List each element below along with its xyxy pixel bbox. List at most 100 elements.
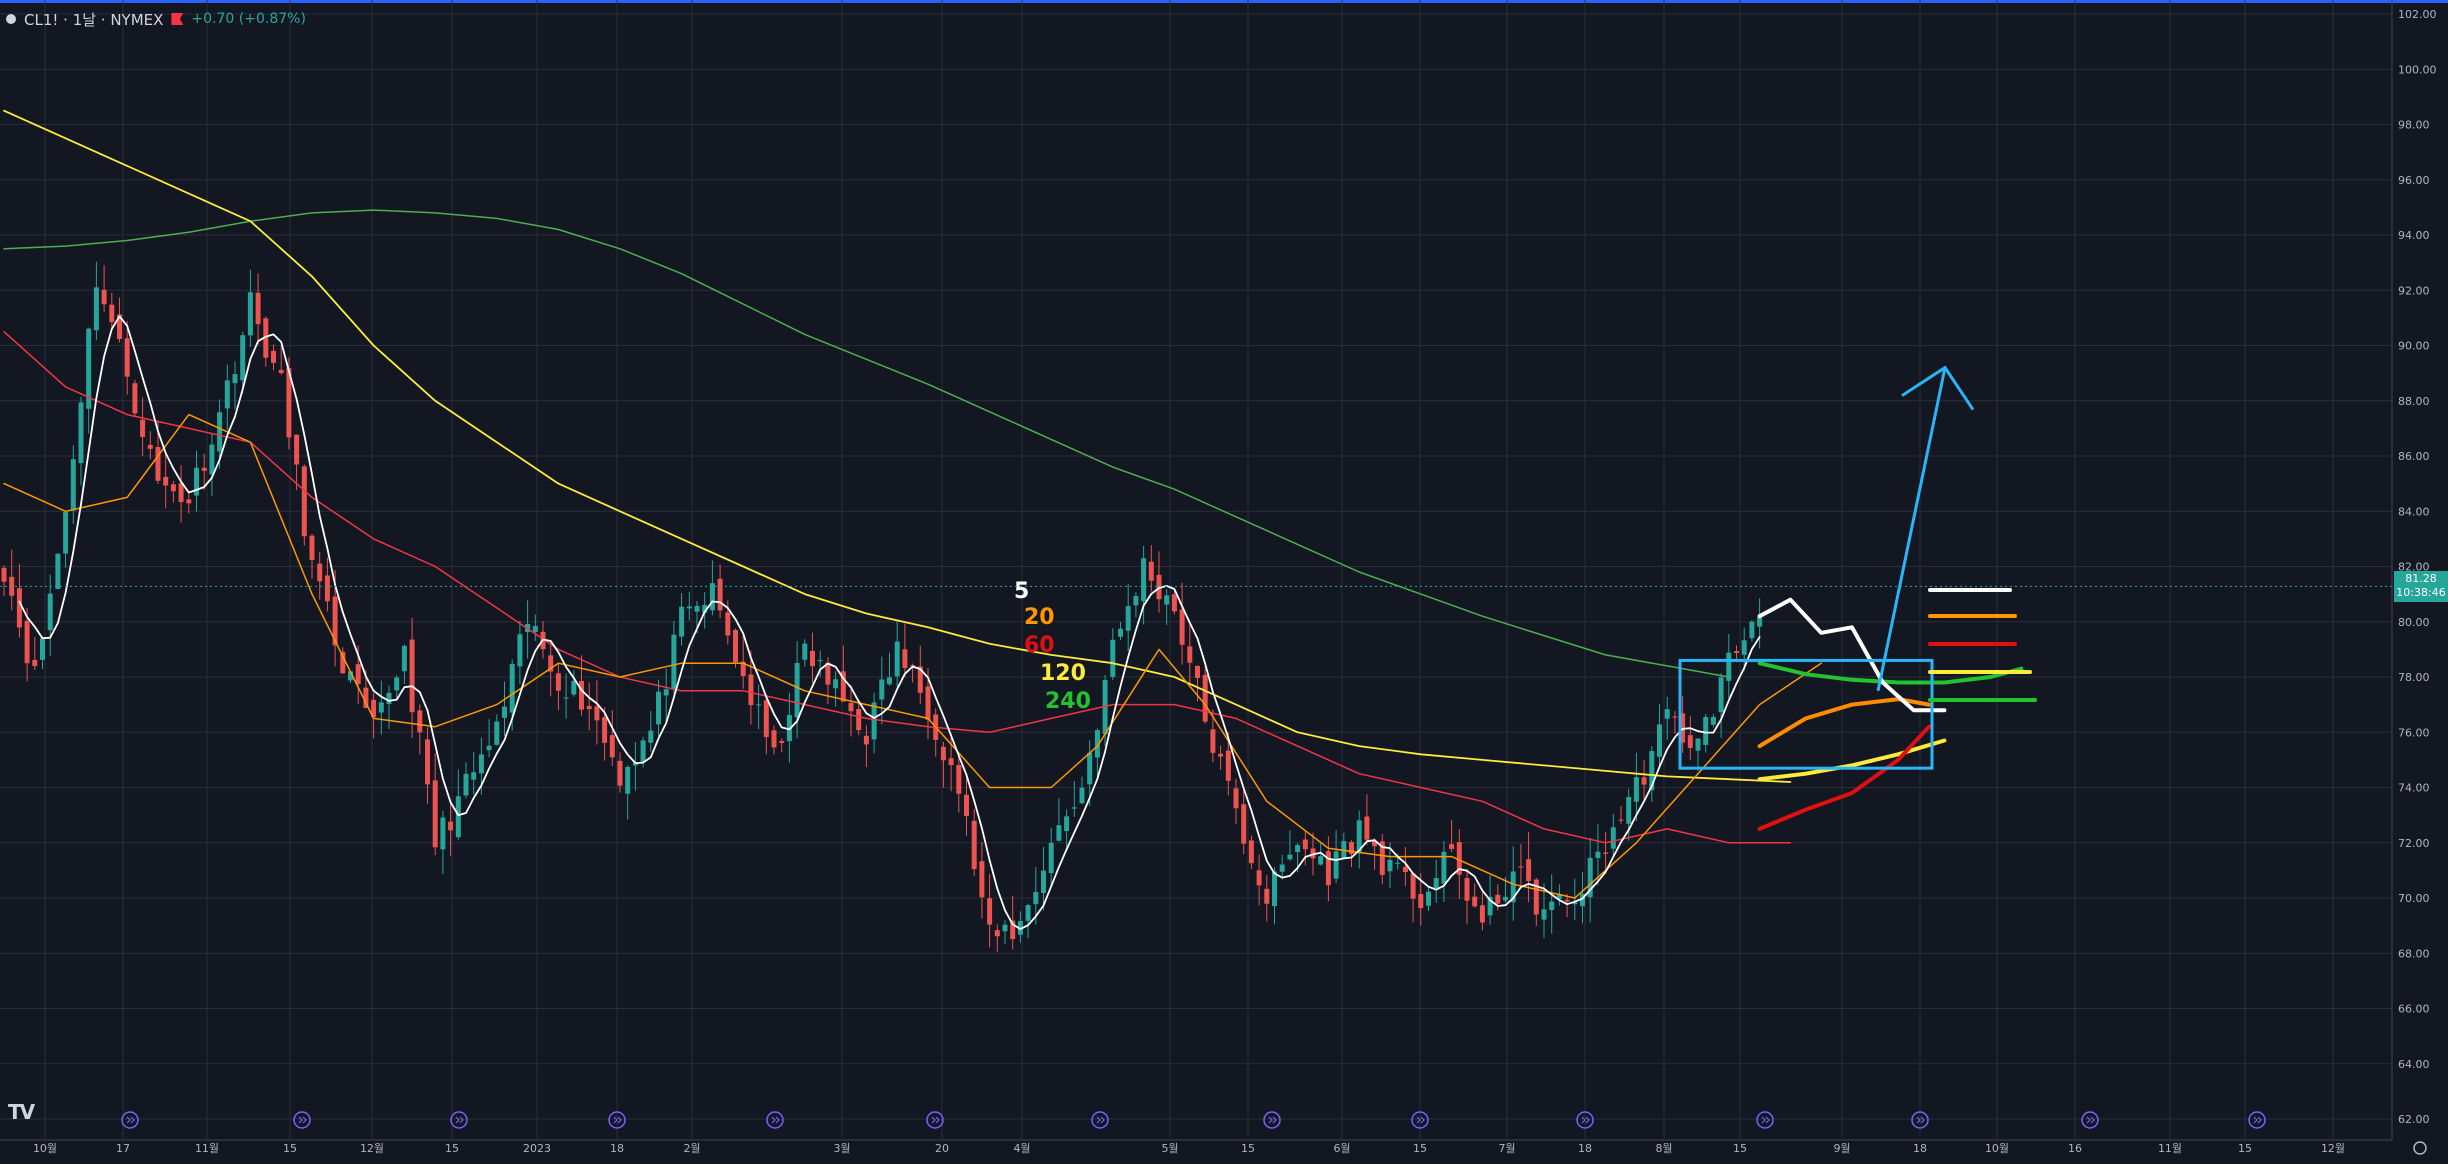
candle-body <box>1256 870 1262 886</box>
candle-body <box>271 350 276 363</box>
candle-body <box>1349 841 1354 854</box>
candle-body <box>1533 879 1539 915</box>
candle-body <box>1449 844 1455 849</box>
event-marker-chevron-icon <box>1416 1116 1425 1124</box>
x-tick-label: 16 <box>2068 1142 2082 1155</box>
event-marker-icon[interactable] <box>2081 1111 2099 1129</box>
candle-body <box>340 651 346 674</box>
candle-body <box>140 419 146 437</box>
candle-body <box>1626 796 1632 824</box>
candle-body <box>1487 896 1493 916</box>
y-tick-label: 84.00 <box>2398 505 2430 518</box>
candle-body <box>1587 857 1593 898</box>
event-marker-icon[interactable] <box>293 1111 311 1129</box>
event-marker-icon[interactable] <box>1756 1111 1774 1129</box>
current-price-tag: 81.28 10:38:46 <box>2394 571 2448 603</box>
candle-body <box>1556 894 1562 899</box>
symbol-label[interactable]: CL1! · 1날 · NYMEX <box>24 10 164 29</box>
event-marker-icon[interactable] <box>1576 1111 1594 1129</box>
up-arrow-shaft[interactable] <box>1876 367 1947 692</box>
candle-body <box>16 588 22 628</box>
candle-body <box>309 535 315 560</box>
x-tick-label: 10월 <box>33 1142 57 1155</box>
y-tick-label: 100.00 <box>2398 63 2437 76</box>
x-tick-label: 11월 <box>2158 1142 2182 1155</box>
candle-body <box>1479 905 1485 923</box>
x-tick-label: 15 <box>2238 1142 2252 1155</box>
event-marker-icon[interactable] <box>1911 1111 1929 1129</box>
candle-body <box>170 484 176 492</box>
candle-body <box>1133 595 1139 606</box>
event-marker-chevron-icon <box>2086 1116 2095 1124</box>
candle-body <box>178 483 184 503</box>
event-marker-icon[interactable] <box>121 1111 139 1129</box>
annotation-box[interactable] <box>1678 658 1934 770</box>
y-tick-label: 82.00 <box>2398 561 2430 574</box>
event-marker-icon[interactable] <box>766 1111 784 1129</box>
candle-body <box>132 383 138 414</box>
flag-icon[interactable] <box>171 13 184 25</box>
candle-body <box>1079 787 1085 804</box>
candle-body <box>1695 738 1701 751</box>
event-marker-icon[interactable] <box>2248 1111 2266 1129</box>
x-tick-label: 18 <box>610 1142 624 1155</box>
candle-body <box>1649 751 1655 791</box>
event-marker-icon[interactable] <box>450 1111 468 1129</box>
candle-body <box>555 673 561 691</box>
candle-body <box>1664 709 1670 719</box>
candle-body <box>240 335 246 381</box>
y-tick-label: 72.00 <box>2398 837 2430 850</box>
candle-body <box>201 467 207 471</box>
candle-body <box>1749 621 1755 639</box>
symbol-header[interactable]: CL1! · 1날 · NYMEX +0.70 (+0.87%) <box>6 4 306 34</box>
candle-body <box>278 369 284 373</box>
ma20-projection <box>1757 697 1931 749</box>
candle-body <box>679 606 685 637</box>
up-arrow-head[interactable] <box>1901 365 1975 411</box>
candle-body <box>1071 807 1077 809</box>
candle-body <box>1726 652 1732 681</box>
event-marker-chevron-icon <box>1916 1116 1925 1124</box>
event-marker-chevron-icon <box>931 1116 940 1124</box>
candle-body <box>1233 788 1239 809</box>
event-marker-icon[interactable] <box>608 1111 626 1129</box>
candle-body <box>1210 729 1216 753</box>
x-tick-label: 11월 <box>195 1142 219 1155</box>
event-marker-icon[interactable] <box>1091 1111 1109 1129</box>
event-marker-icon[interactable] <box>1263 1111 1281 1129</box>
candle-body <box>355 664 361 685</box>
candle-body <box>124 338 130 377</box>
tradingview-logo-icon[interactable]: TV <box>8 1100 35 1124</box>
candle-body <box>786 714 792 742</box>
candle-body <box>948 758 954 766</box>
event-marker-icon[interactable] <box>1411 1111 1429 1129</box>
y-tick-label: 86.00 <box>2398 450 2430 463</box>
x-tick-label: 20 <box>935 1142 949 1155</box>
candle-body <box>1264 888 1270 904</box>
candle-body <box>1703 716 1709 745</box>
candle-body <box>686 606 692 609</box>
candle-body <box>509 664 515 713</box>
x-tick-label: 2월 <box>683 1142 700 1155</box>
x-tick-label: 12월 <box>360 1142 384 1155</box>
event-marker-chevron-icon <box>455 1116 464 1124</box>
candle-body <box>894 641 900 677</box>
candle-body <box>432 780 438 848</box>
settings-gear-icon[interactable] <box>2413 1141 2427 1155</box>
candle-body <box>802 643 808 660</box>
y-tick-label: 94.00 <box>2398 229 2430 242</box>
y-tick-label: 76.00 <box>2398 726 2430 739</box>
candle-body <box>40 638 45 660</box>
x-tick-label: 15 <box>1413 1142 1427 1155</box>
candle-body <box>848 703 854 712</box>
candle-body <box>409 639 415 713</box>
event-marker-icon[interactable] <box>926 1111 944 1129</box>
ma60-line <box>3 330 1792 844</box>
candle-body <box>863 735 869 745</box>
candle-body <box>917 666 923 693</box>
candle-body <box>817 660 823 662</box>
candle-body <box>1087 752 1093 785</box>
candle-body <box>1410 873 1416 899</box>
